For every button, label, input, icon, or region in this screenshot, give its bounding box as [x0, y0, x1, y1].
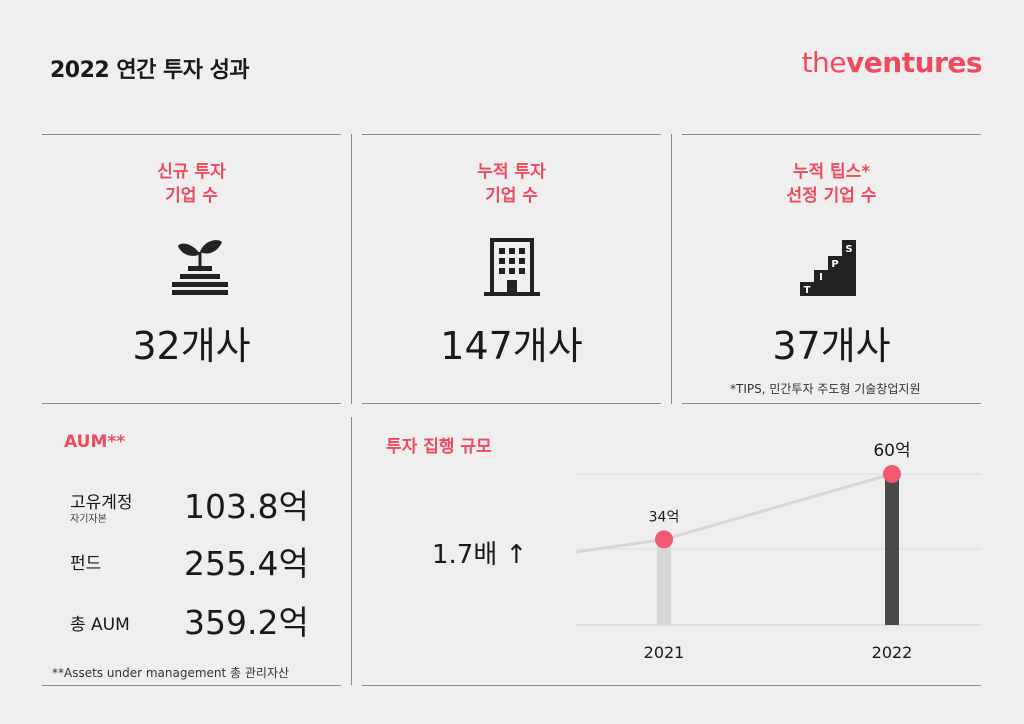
- card-unit: 개사: [180, 324, 251, 368]
- data-label-2022: 60억: [873, 441, 910, 461]
- bar-2021: [657, 539, 671, 625]
- page-title: 2022 연간 투자 성과: [50, 58, 250, 83]
- card-value-wrap: 37개사: [682, 324, 981, 368]
- aum-title: AUM**: [64, 432, 126, 452]
- investment-chart: 34억 2021 60억 2022: [576, 441, 981, 662]
- card-unit: 개사: [512, 324, 583, 368]
- trend-line: [576, 472, 893, 554]
- building-icon: [484, 238, 540, 296]
- divider: [362, 403, 661, 404]
- aum-label-fund: 펀드: [70, 554, 102, 574]
- aum-value-own: 103.8억: [184, 487, 309, 526]
- divider: [362, 685, 981, 686]
- card-title: 누적 투자 기업 수: [477, 162, 546, 206]
- divider: [682, 403, 981, 404]
- card-value: 32: [132, 324, 181, 368]
- tips-letter: P: [831, 259, 838, 270]
- tips-letter: S: [845, 244, 852, 255]
- aum-value-total: 359.2억: [184, 603, 309, 642]
- divider: [42, 685, 341, 686]
- card-title: 누적 팁스* 선정 기업 수: [786, 162, 877, 206]
- tips-footnote: *TIPS, 민간투자 주도형 기술창업지원: [730, 382, 921, 396]
- card-value-wrap: 32개사: [42, 324, 341, 368]
- sprout-coins-icon: [172, 240, 228, 295]
- data-label-2021: 34억: [649, 509, 680, 525]
- card-new-investments: 신규 투자 기업 수: [42, 160, 341, 208]
- aum-sublabel-own: 자기자본: [70, 514, 107, 525]
- point-2022: [883, 465, 901, 483]
- card-value: 147: [440, 324, 513, 368]
- growth-title: 투자 집행 규모: [386, 437, 492, 457]
- divider: [671, 134, 672, 404]
- divider: [362, 134, 661, 135]
- divider: [42, 403, 341, 404]
- divider: [42, 134, 341, 135]
- aum-value-fund: 255.4억: [184, 544, 309, 583]
- card-total-investments: 누적 투자 기업 수: [362, 160, 661, 208]
- card-unit: 개사: [820, 324, 891, 368]
- aum-label-total: 총 AUM: [70, 615, 130, 635]
- tips-letter: T: [804, 285, 811, 296]
- point-2021: [655, 530, 673, 549]
- divider: [682, 134, 981, 135]
- card-value-wrap: 147개사: [362, 324, 661, 368]
- card-title: 신규 투자 기업 수: [157, 162, 226, 206]
- aum-footnote: **Assets under management 총 관리자산: [52, 666, 290, 680]
- brand-logo: theventures: [801, 46, 983, 79]
- divider: [351, 134, 352, 404]
- aum-label-own: 고유계정: [70, 493, 133, 513]
- tick-label-2022: 2022: [872, 643, 913, 662]
- bar-2022: [885, 474, 899, 625]
- tips-letter: I: [819, 272, 823, 283]
- tick-label-2021: 2021: [644, 643, 685, 662]
- card-tips: 누적 팁스* 선정 기업 수: [682, 160, 981, 208]
- tips-stairs-icon: T I P S: [800, 240, 856, 296]
- divider: [351, 417, 352, 685]
- card-value: 37: [772, 324, 821, 368]
- growth-ratio: 1.7배 ↑: [432, 540, 528, 570]
